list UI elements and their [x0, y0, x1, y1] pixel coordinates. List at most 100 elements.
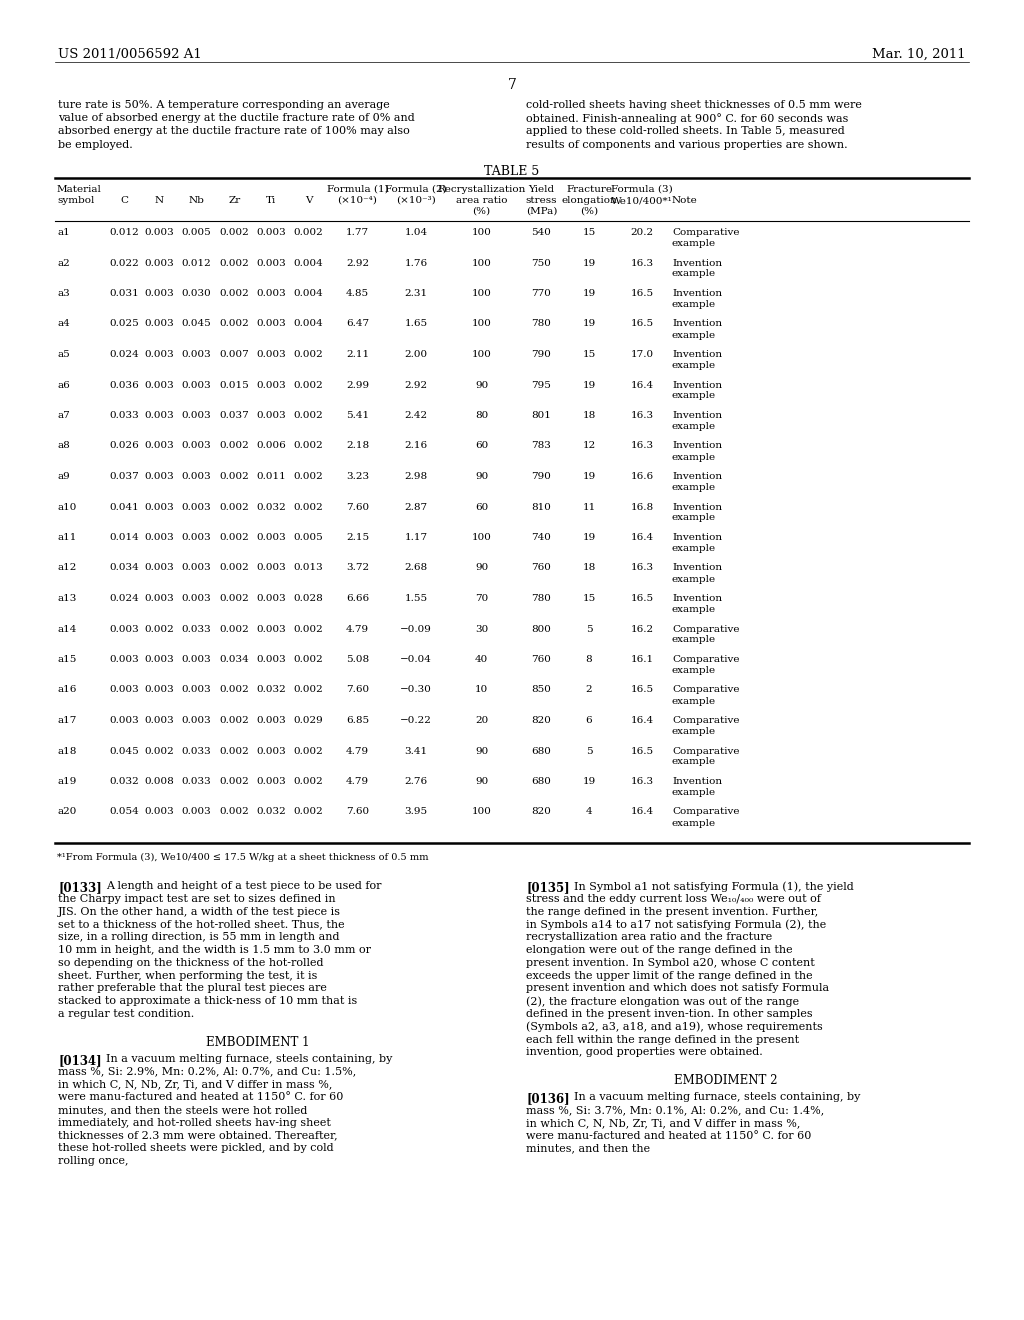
Text: 0.003: 0.003 [181, 380, 211, 389]
Text: 0.002: 0.002 [219, 441, 250, 450]
Text: 0.015: 0.015 [219, 380, 250, 389]
Text: 1.04: 1.04 [404, 228, 428, 238]
Text: example: example [672, 697, 716, 705]
Text: 0.026: 0.026 [110, 441, 139, 450]
Text: recrystallization area ratio and the fracture: recrystallization area ratio and the fra… [526, 932, 772, 942]
Text: 16.4: 16.4 [631, 380, 653, 389]
Text: 0.032: 0.032 [257, 808, 287, 817]
Text: 0.005: 0.005 [294, 533, 324, 543]
Text: 0.005: 0.005 [181, 228, 211, 238]
Text: 100: 100 [472, 350, 492, 359]
Text: 0.002: 0.002 [219, 624, 250, 634]
Text: 16.4: 16.4 [631, 715, 653, 725]
Text: 0.003: 0.003 [257, 411, 287, 420]
Text: 0.003: 0.003 [181, 503, 211, 511]
Text: 0.033: 0.033 [181, 624, 211, 634]
Text: 0.003: 0.003 [257, 655, 287, 664]
Text: 3.95: 3.95 [404, 808, 428, 817]
Text: absorbed energy at the ductile fracture rate of 100% may also: absorbed energy at the ductile fracture … [58, 127, 410, 136]
Text: Yield: Yield [528, 185, 555, 194]
Text: 740: 740 [531, 533, 552, 543]
Text: 0.003: 0.003 [144, 685, 174, 694]
Text: 1.77: 1.77 [346, 228, 369, 238]
Text: 0.003: 0.003 [144, 715, 174, 725]
Text: TABLE 5: TABLE 5 [484, 165, 540, 178]
Text: 19: 19 [583, 473, 596, 480]
Text: 2.15: 2.15 [346, 533, 369, 543]
Text: a2: a2 [57, 259, 70, 268]
Text: 0.013: 0.013 [294, 564, 324, 573]
Text: applied to these cold-rolled sheets. In Table 5, measured: applied to these cold-rolled sheets. In … [526, 127, 845, 136]
Text: 2.11: 2.11 [346, 350, 369, 359]
Text: 0.003: 0.003 [257, 228, 287, 238]
Text: 100: 100 [472, 228, 492, 238]
Text: each fell within the range defined in the present: each fell within the range defined in th… [526, 1035, 799, 1044]
Text: 0.002: 0.002 [219, 564, 250, 573]
Text: 0.002: 0.002 [219, 319, 250, 329]
Text: 0.004: 0.004 [294, 319, 324, 329]
Text: 0.037: 0.037 [110, 473, 139, 480]
Text: so depending on the thickness of the hot-rolled: so depending on the thickness of the hot… [58, 958, 324, 968]
Text: 0.003: 0.003 [144, 473, 174, 480]
Text: 0.003: 0.003 [144, 564, 174, 573]
Text: A length and height of a test piece to be used for: A length and height of a test piece to b… [106, 880, 382, 891]
Text: 0.004: 0.004 [294, 259, 324, 268]
Text: 0.003: 0.003 [257, 319, 287, 329]
Text: 0.002: 0.002 [294, 777, 324, 785]
Text: Invention: Invention [672, 289, 722, 298]
Text: 820: 820 [531, 715, 552, 725]
Text: 790: 790 [531, 350, 552, 359]
Text: 0.012: 0.012 [110, 228, 139, 238]
Text: 15: 15 [583, 228, 596, 238]
Text: Comparative: Comparative [672, 747, 739, 755]
Text: 0.003: 0.003 [257, 747, 287, 755]
Text: 0.003: 0.003 [257, 564, 287, 573]
Text: Invention: Invention [672, 350, 722, 359]
Text: stress and the eddy current loss We₁₀/₄₀₀ were out of: stress and the eddy current loss We₁₀/₄₀… [526, 894, 821, 904]
Text: 0.033: 0.033 [181, 777, 211, 785]
Text: 2.76: 2.76 [404, 777, 428, 785]
Text: 0.003: 0.003 [257, 350, 287, 359]
Text: 0.003: 0.003 [144, 441, 174, 450]
Text: cold-rolled sheets having sheet thicknesses of 0.5 mm were: cold-rolled sheets having sheet thicknes… [526, 100, 862, 110]
Text: a10: a10 [57, 503, 77, 511]
Text: example: example [672, 453, 716, 462]
Text: Comparative: Comparative [672, 808, 739, 817]
Text: invention, good properties were obtained.: invention, good properties were obtained… [526, 1047, 763, 1057]
Text: 0.003: 0.003 [181, 441, 211, 450]
Text: 16.5: 16.5 [631, 685, 653, 694]
Text: example: example [672, 483, 716, 492]
Text: 0.002: 0.002 [294, 473, 324, 480]
Text: example: example [672, 422, 716, 432]
Text: a14: a14 [57, 624, 77, 634]
Text: example: example [672, 727, 716, 737]
Text: 0.002: 0.002 [294, 350, 324, 359]
Text: 0.002: 0.002 [294, 228, 324, 238]
Text: example: example [672, 605, 716, 614]
Text: (%): (%) [472, 207, 490, 216]
Text: example: example [672, 330, 716, 339]
Text: 2.92: 2.92 [404, 380, 428, 389]
Text: 0.030: 0.030 [181, 289, 211, 298]
Text: be employed.: be employed. [58, 140, 133, 149]
Text: were manu-factured and heated at 1150° C. for 60: were manu-factured and heated at 1150° C… [526, 1131, 811, 1140]
Text: 0.002: 0.002 [219, 473, 250, 480]
Text: 0.003: 0.003 [257, 259, 287, 268]
Text: 780: 780 [531, 594, 552, 603]
Text: We10/400*¹: We10/400*¹ [611, 195, 673, 205]
Text: Comparative: Comparative [672, 228, 739, 238]
Text: 16.5: 16.5 [631, 289, 653, 298]
Text: a4: a4 [57, 319, 70, 329]
Text: 2.18: 2.18 [346, 441, 369, 450]
Text: Invention: Invention [672, 411, 722, 420]
Text: 0.002: 0.002 [294, 441, 324, 450]
Text: a regular test condition.: a regular test condition. [58, 1008, 195, 1019]
Text: 90: 90 [475, 564, 488, 573]
Text: 0.002: 0.002 [294, 655, 324, 664]
Text: 0.045: 0.045 [181, 319, 211, 329]
Text: 0.003: 0.003 [144, 594, 174, 603]
Text: 820: 820 [531, 808, 552, 817]
Text: 0.034: 0.034 [219, 655, 250, 664]
Text: these hot-rolled sheets were pickled, and by cold: these hot-rolled sheets were pickled, an… [58, 1143, 334, 1154]
Text: a1: a1 [57, 228, 70, 238]
